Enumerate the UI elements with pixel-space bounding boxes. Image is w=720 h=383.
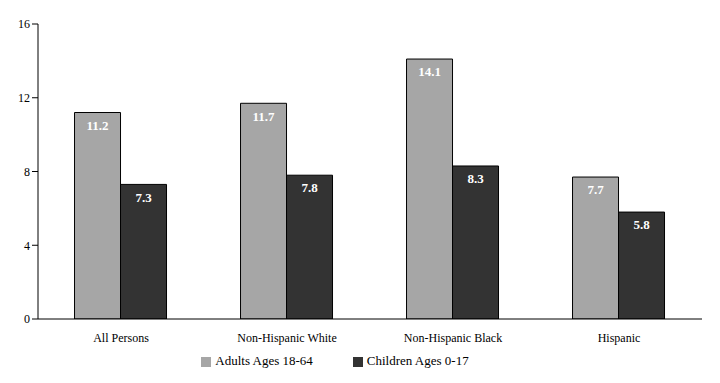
svg-text:5.8: 5.8	[633, 217, 650, 232]
svg-text:8: 8	[24, 165, 30, 179]
svg-text:Non-Hispanic Black: Non-Hispanic Black	[404, 331, 502, 345]
svg-text:Hispanic: Hispanic	[598, 331, 641, 345]
svg-text:4: 4	[24, 239, 30, 253]
svg-text:Non-Hispanic White: Non-Hispanic White	[237, 331, 336, 345]
svg-text:7.3: 7.3	[135, 190, 152, 205]
svg-text:0: 0	[24, 312, 30, 326]
html-text:Children Ages 0-17: Children Ages 0-17	[366, 353, 469, 368]
svg-text:11.7: 11.7	[252, 109, 275, 124]
svg-text:8.3: 8.3	[467, 171, 484, 186]
svg-text:All Persons: All Persons	[93, 331, 149, 345]
svg-text:7.7: 7.7	[587, 182, 604, 197]
svg-text:16: 16	[18, 17, 30, 31]
svg-text:12: 12	[18, 91, 30, 105]
html-text:Adults Ages 18-64: Adults Ages 18-64	[215, 353, 313, 368]
svg-text:14.1: 14.1	[418, 64, 441, 79]
svg-text:7.8: 7.8	[301, 180, 318, 195]
svg-text:11.2: 11.2	[86, 118, 108, 133]
